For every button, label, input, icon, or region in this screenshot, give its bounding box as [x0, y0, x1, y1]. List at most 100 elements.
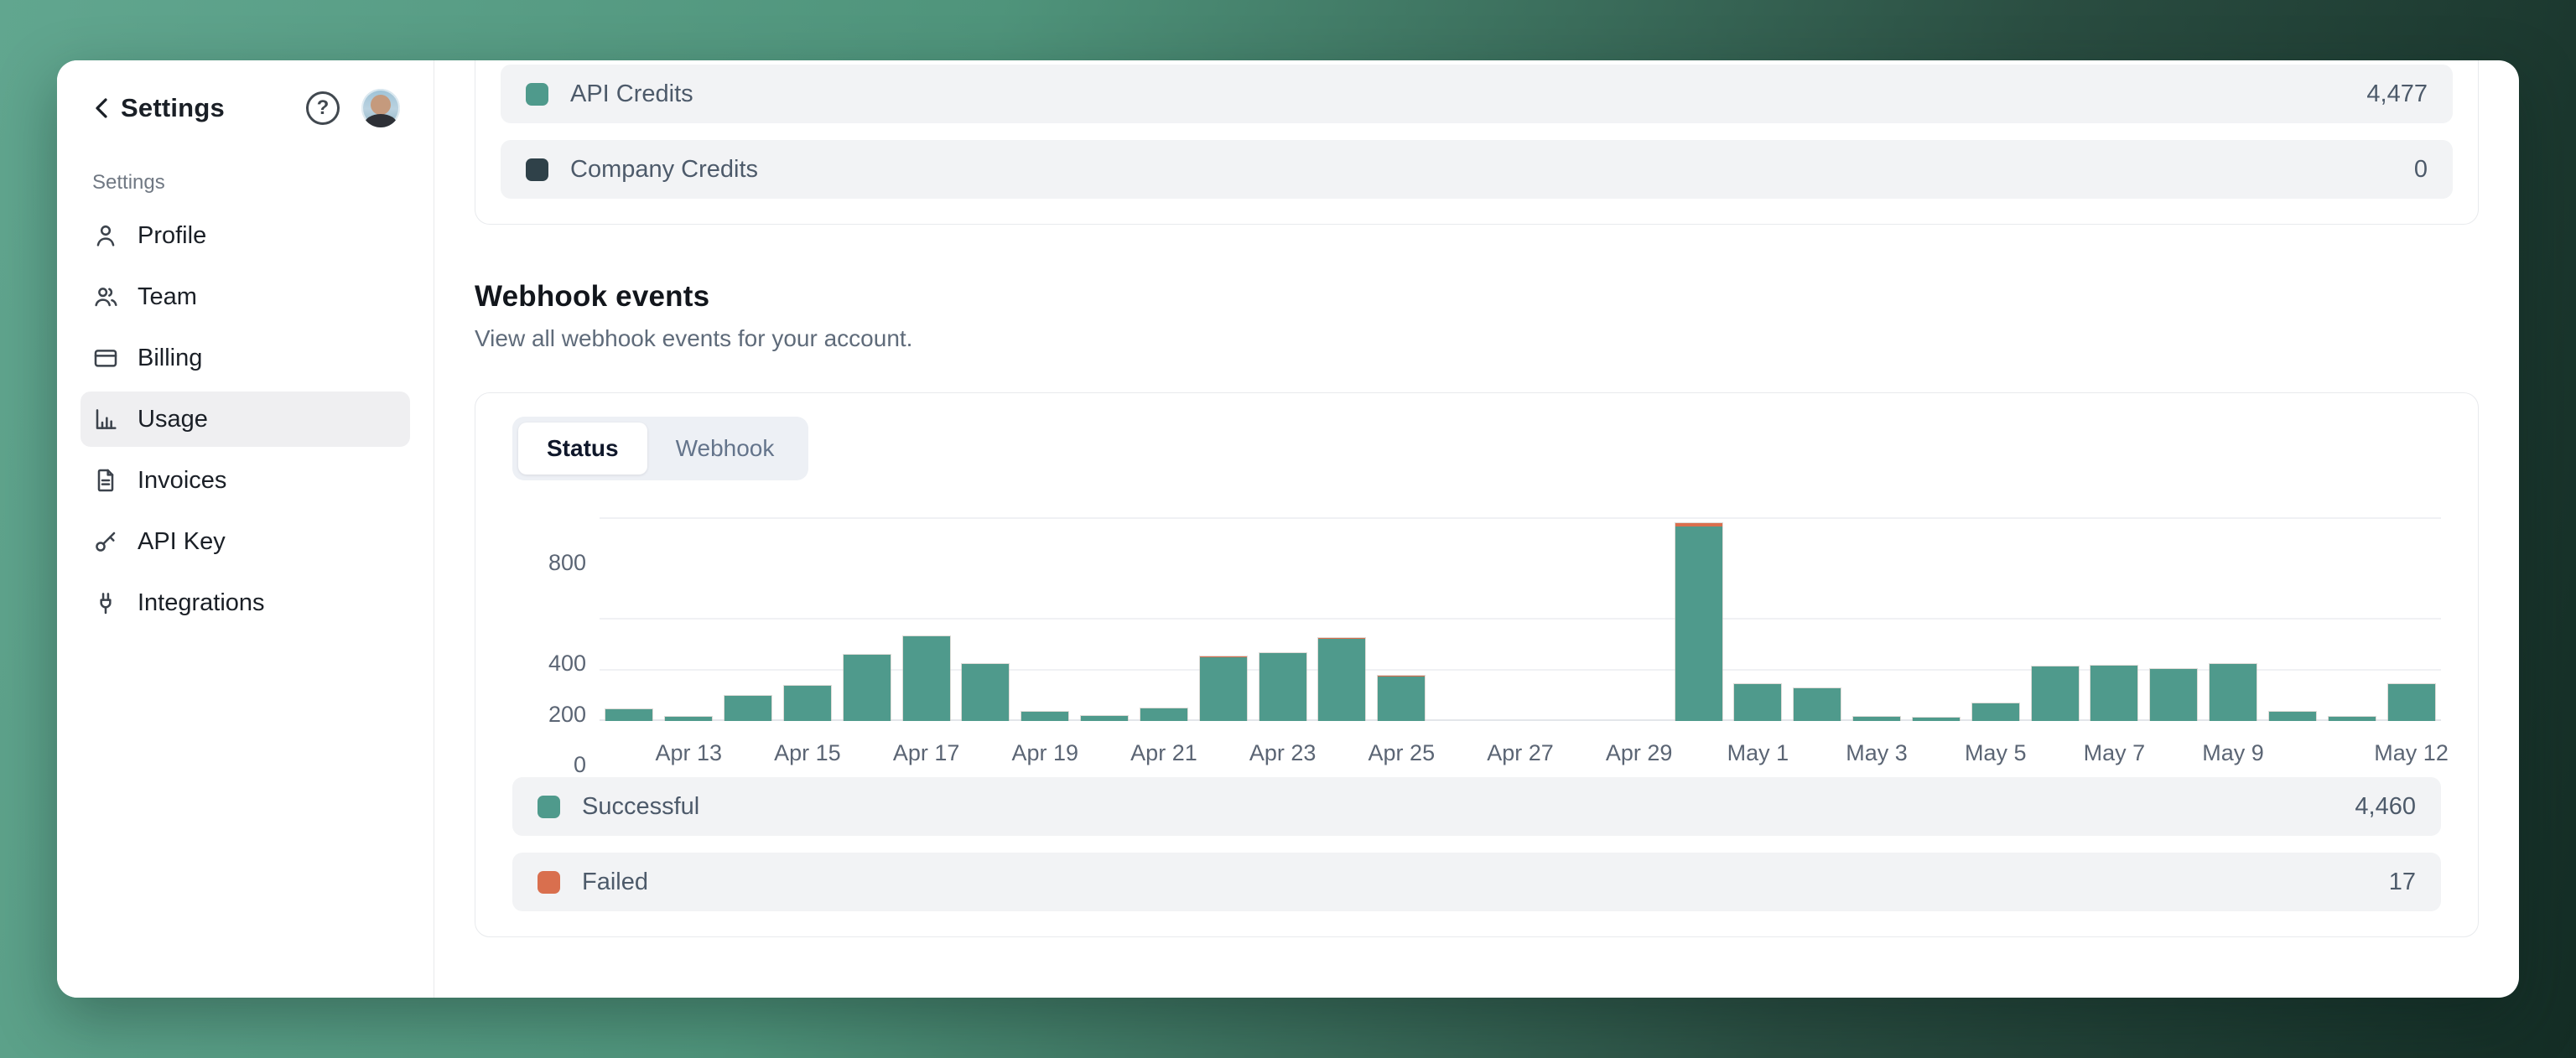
- bar-segment-successful: [2328, 716, 2376, 721]
- sidebar-item-api-key[interactable]: API Key: [80, 514, 410, 569]
- x-tick-label: Apr 29: [1605, 740, 1673, 765]
- key-icon: [92, 528, 119, 555]
- chart-plot-area: Apr 13 Apr 15 Apr 17 Apr 19 Apr 21 Apr 23 Apr …: [600, 507, 2449, 765]
- sidebar-item-label: Profile: [138, 221, 207, 249]
- sidebar-item-usage[interactable]: Usage: [80, 392, 410, 447]
- bar-may-6[interactable]: [2030, 666, 2080, 721]
- bar-segment-successful: [1140, 708, 1187, 721]
- y-tick-label: 0: [573, 752, 586, 777]
- bar-segment-successful: [2387, 684, 2435, 721]
- sidebar-item-invoices[interactable]: Invoices: [80, 453, 410, 508]
- bar-apr-14[interactable]: [724, 694, 773, 721]
- bar-may-1[interactable]: [1733, 683, 1783, 721]
- sidebar-header: Settings ?: [80, 89, 410, 127]
- bar-apr-24[interactable]: [1317, 636, 1367, 721]
- bar-may-9[interactable]: [2209, 663, 2258, 721]
- bar-may-10[interactable]: [2267, 710, 2317, 721]
- bar-may-2[interactable]: [1793, 687, 1842, 721]
- help-icon[interactable]: ?: [306, 91, 340, 125]
- bar-segment-successful: [2210, 664, 2257, 721]
- bar-segment-successful: [665, 717, 713, 721]
- api-credits-swatch: [526, 82, 548, 106]
- bar-apr-19[interactable]: [1021, 711, 1070, 721]
- document-icon: [92, 467, 119, 494]
- gridline-800: [600, 516, 2441, 519]
- sidebar-item-label: Invoices: [138, 466, 227, 494]
- successful-label: Successful: [582, 792, 700, 820]
- sidebar: Settings ? Settings Profile Team: [57, 60, 434, 998]
- bar-segment-failed: [1318, 637, 1366, 640]
- bar-apr-22[interactable]: [1198, 655, 1248, 721]
- bar-apr-23[interactable]: [1258, 651, 1307, 721]
- sidebar-item-label: Billing: [138, 344, 203, 371]
- x-tick-label: Apr 23: [1249, 740, 1317, 765]
- bar-segment-successful: [1318, 639, 1366, 721]
- credits-card: API Credits 4,477 Company Credits 0: [475, 60, 2479, 225]
- page-subtitle: View all webhook events for your account…: [475, 325, 913, 351]
- x-tick-label: Apr 25: [1368, 740, 1436, 765]
- bar-may-5[interactable]: [1971, 703, 2020, 721]
- x-tick-label: May 9: [2202, 740, 2264, 765]
- webhook-events-card: Status Webhook Apr 13 Apr 15 Apr 17 Apr 19 A…: [475, 392, 2479, 937]
- bar-may-3[interactable]: [1852, 715, 1902, 721]
- x-tick-label: Apr 13: [655, 740, 723, 765]
- plug-icon: [92, 589, 119, 616]
- y-tick-label: 400: [548, 651, 586, 677]
- y-tick-label: 200: [548, 701, 586, 727]
- tab-webhook[interactable]: Webhook: [675, 435, 775, 461]
- bar-apr-15[interactable]: [782, 684, 832, 721]
- bar-segment-successful: [1734, 684, 1782, 721]
- bar-segment-successful: [2268, 711, 2316, 721]
- bar-apr-30[interactable]: [1674, 521, 1723, 721]
- x-tick-label: Apr 27: [1487, 740, 1554, 765]
- sidebar-item-profile[interactable]: Profile: [80, 208, 410, 263]
- bar-segment-successful: [2090, 666, 2138, 721]
- sidebar-nav: Profile Team Billing Usage: [80, 208, 410, 630]
- main-content: API Credits 4,477 Company Credits 0 Webh…: [434, 60, 2519, 998]
- x-tick-label: May 12: [2374, 740, 2449, 765]
- company-credits-swatch: [526, 158, 548, 181]
- bar-may-4[interactable]: [1911, 716, 1961, 721]
- company-credits-label: Company Credits: [570, 155, 759, 183]
- company-credits-row: Company Credits 0: [501, 140, 2453, 199]
- bar-apr-25[interactable]: [1377, 674, 1426, 721]
- bar-apr-20[interactable]: [1080, 714, 1130, 721]
- failed-swatch: [538, 870, 560, 894]
- back-button[interactable]: Settings: [91, 93, 225, 123]
- sidebar-item-billing[interactable]: Billing: [80, 330, 410, 386]
- bar-may-7[interactable]: [2090, 665, 2139, 721]
- successful-swatch: [538, 795, 560, 818]
- bar-segment-successful: [2150, 669, 2198, 721]
- bar-may-12[interactable]: [2386, 683, 2436, 721]
- legend-row-failed: Failed 17: [512, 853, 2441, 911]
- sidebar-item-integrations[interactable]: Integrations: [80, 575, 410, 630]
- bar-apr-13[interactable]: [664, 716, 714, 721]
- sidebar-item-team[interactable]: Team: [80, 269, 410, 324]
- avatar[interactable]: [361, 89, 400, 127]
- bar-segment-successful: [1021, 712, 1069, 721]
- app-window: Settings ? Settings Profile Team: [57, 60, 2519, 998]
- bar-may-11[interactable]: [2327, 715, 2376, 721]
- bar-apr-17[interactable]: [901, 635, 951, 721]
- bar-apr-16[interactable]: [842, 654, 891, 721]
- tab-status[interactable]: Status: [518, 423, 647, 475]
- chevron-left-icon: [91, 96, 112, 121]
- sidebar-section-label: Settings: [92, 171, 165, 194]
- bar-may-8[interactable]: [2149, 668, 2199, 721]
- bar-apr-18[interactable]: [961, 663, 1010, 721]
- bar-segment-successful: [783, 685, 831, 721]
- bar-apr-21[interactable]: [1139, 707, 1188, 721]
- failed-value: 17: [2388, 868, 2416, 895]
- bar-segment-successful: [1675, 526, 1722, 721]
- bar-segment-successful: [1971, 703, 2019, 721]
- webhook-events-chart: Apr 13 Apr 15 Apr 17 Apr 19 Apr 21 Apr 23 Apr …: [512, 507, 2449, 777]
- bar-apr-12[interactable]: [605, 708, 654, 721]
- x-tick-label: Apr 15: [774, 740, 841, 765]
- bar-segment-successful: [1199, 657, 1247, 721]
- x-tick-label: May 3: [1846, 740, 1908, 765]
- users-icon: [92, 283, 119, 310]
- bar-segment-successful: [1259, 652, 1306, 721]
- bar-segment-successful: [1912, 717, 1960, 721]
- bar-segment-successful: [724, 695, 772, 721]
- chart-legend: Successful 4,460 Failed 17: [512, 777, 2441, 911]
